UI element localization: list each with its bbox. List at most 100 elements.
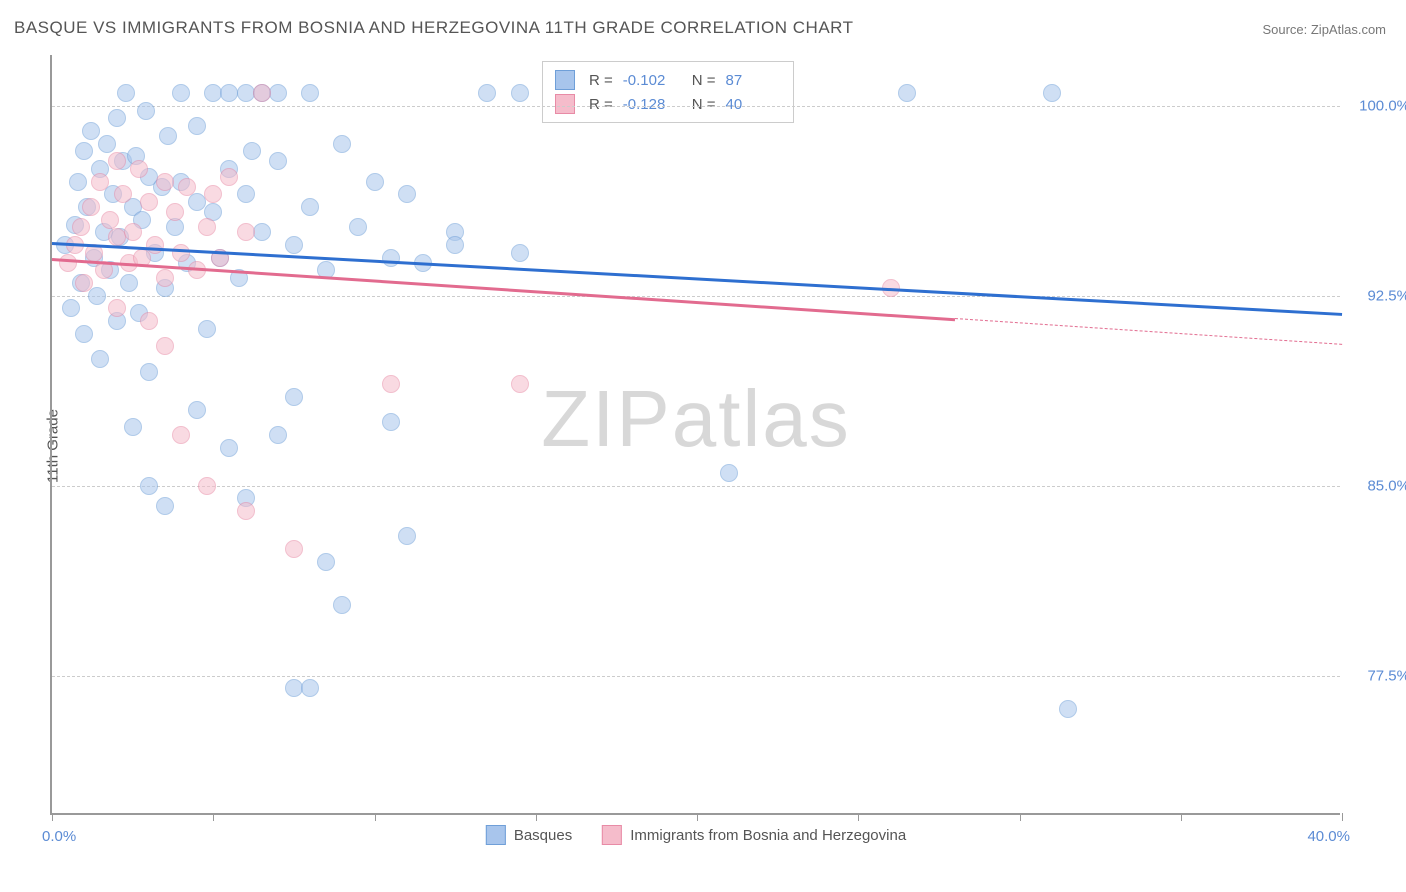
x-tick bbox=[375, 813, 376, 821]
scatter-point bbox=[188, 117, 206, 135]
scatter-point bbox=[398, 185, 416, 203]
stats-n-value: 40 bbox=[726, 96, 781, 113]
scatter-point bbox=[366, 173, 384, 191]
scatter-point bbox=[82, 198, 100, 216]
scatter-point bbox=[108, 299, 126, 317]
scatter-point bbox=[140, 477, 158, 495]
scatter-point bbox=[62, 299, 80, 317]
scatter-point bbox=[156, 269, 174, 287]
scatter-point bbox=[269, 426, 287, 444]
watermark-text: ZIPatlas bbox=[541, 374, 850, 463]
scatter-point bbox=[114, 185, 132, 203]
x-tick bbox=[1020, 813, 1021, 821]
scatter-point bbox=[511, 244, 529, 262]
scatter-point bbox=[117, 84, 135, 102]
scatter-point bbox=[333, 135, 351, 153]
scatter-point bbox=[178, 178, 196, 196]
scatter-point bbox=[69, 173, 87, 191]
scatter-point bbox=[301, 84, 319, 102]
scatter-point bbox=[82, 122, 100, 140]
stats-r-label: R = bbox=[589, 96, 613, 113]
scatter-point bbox=[137, 102, 155, 120]
scatter-point bbox=[146, 236, 164, 254]
grid-line bbox=[52, 486, 1340, 487]
scatter-point bbox=[91, 173, 109, 191]
scatter-point bbox=[75, 325, 93, 343]
legend-item: Basques bbox=[486, 825, 572, 845]
grid-line bbox=[52, 296, 1340, 297]
x-axis-max-label: 40.0% bbox=[1307, 828, 1350, 845]
scatter-point bbox=[156, 173, 174, 191]
scatter-point bbox=[98, 135, 116, 153]
scatter-point bbox=[1059, 700, 1077, 718]
legend-swatch bbox=[555, 94, 575, 114]
y-tick-label: 85.0% bbox=[1367, 477, 1406, 494]
scatter-point bbox=[317, 553, 335, 571]
y-tick-label: 100.0% bbox=[1359, 97, 1406, 114]
x-tick bbox=[1181, 813, 1182, 821]
scatter-point bbox=[140, 363, 158, 381]
scatter-point bbox=[166, 203, 184, 221]
scatter-point bbox=[75, 274, 93, 292]
scatter-point bbox=[130, 160, 148, 178]
scatter-point bbox=[220, 168, 238, 186]
source-attribution: Source: ZipAtlas.com bbox=[1262, 22, 1386, 37]
x-axis-min-label: 0.0% bbox=[42, 828, 76, 845]
scatter-point bbox=[72, 218, 90, 236]
scatter-point bbox=[237, 502, 255, 520]
x-tick bbox=[213, 813, 214, 821]
stats-row: R =-0.128N =40 bbox=[555, 92, 781, 116]
scatter-point bbox=[59, 254, 77, 272]
scatter-point bbox=[349, 218, 367, 236]
stats-n-value: 87 bbox=[726, 72, 781, 89]
scatter-point bbox=[120, 274, 138, 292]
scatter-point bbox=[511, 375, 529, 393]
stats-r-label: R = bbox=[589, 72, 613, 89]
legend-swatch bbox=[486, 825, 506, 845]
stats-r-value: -0.102 bbox=[623, 72, 678, 89]
scatter-point bbox=[285, 540, 303, 558]
scatter-point bbox=[172, 244, 190, 262]
scatter-point bbox=[237, 185, 255, 203]
scatter-point bbox=[172, 84, 190, 102]
scatter-point bbox=[301, 198, 319, 216]
scatter-point bbox=[75, 142, 93, 160]
grid-line bbox=[52, 106, 1340, 107]
grid-line bbox=[52, 676, 1340, 677]
scatter-point bbox=[198, 218, 216, 236]
scatter-point bbox=[156, 337, 174, 355]
scatter-point bbox=[88, 287, 106, 305]
scatter-point bbox=[269, 84, 287, 102]
stats-row: R = -0.102 N = 87 bbox=[555, 68, 781, 92]
scatter-point bbox=[446, 236, 464, 254]
scatter-point bbox=[253, 84, 271, 102]
scatter-point bbox=[301, 679, 319, 697]
x-tick bbox=[52, 813, 53, 821]
stats-n-label: N = bbox=[692, 96, 716, 113]
plot-area: ZIPatlas R =-0.102N =87R =-0.128N =40 0.… bbox=[50, 55, 1340, 815]
scatter-point bbox=[124, 418, 142, 436]
scatter-point bbox=[91, 350, 109, 368]
scatter-point bbox=[108, 109, 126, 127]
scatter-point bbox=[108, 152, 126, 170]
trend-line-dashed bbox=[955, 318, 1342, 345]
stats-n-label: N = bbox=[692, 72, 716, 89]
scatter-point bbox=[1043, 84, 1061, 102]
x-tick bbox=[697, 813, 698, 821]
scatter-point bbox=[101, 211, 119, 229]
legend-label: Immigrants from Bosnia and Herzegovina bbox=[630, 827, 906, 844]
scatter-point bbox=[720, 464, 738, 482]
scatter-point bbox=[220, 439, 238, 457]
scatter-point bbox=[253, 223, 271, 241]
x-tick bbox=[858, 813, 859, 821]
legend-label: Basques bbox=[514, 827, 572, 844]
y-tick-label: 77.5% bbox=[1367, 667, 1406, 684]
scatter-point bbox=[159, 127, 177, 145]
scatter-point bbox=[285, 236, 303, 254]
scatter-point bbox=[156, 497, 174, 515]
stats-legend-box: R =-0.102N =87R =-0.128N =40 bbox=[542, 61, 794, 123]
scatter-point bbox=[140, 193, 158, 211]
scatter-point bbox=[140, 312, 158, 330]
scatter-point bbox=[172, 426, 190, 444]
scatter-point bbox=[188, 401, 206, 419]
